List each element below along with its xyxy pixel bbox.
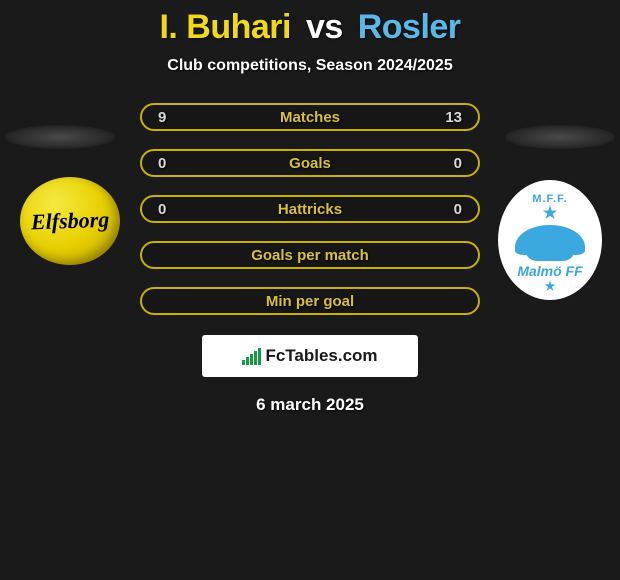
stat-label: Hattricks [178, 201, 442, 218]
stat-row-matches: 9 Matches 13 [140, 103, 480, 131]
team2-badge-name: Malmö FF [517, 263, 582, 279]
stat-right-value: 0 [442, 155, 462, 172]
stat-row-hattricks: 0 Hattricks 0 [140, 195, 480, 223]
stat-left-value: 0 [158, 201, 178, 218]
brand-bars-icon [242, 347, 261, 365]
stat-row-min-per-goal: Min per goal [140, 287, 480, 315]
team1-badge-label: Elfsborg [30, 207, 109, 236]
team2-star-icon: ★ [543, 203, 557, 223]
stat-label: Goals per match [178, 247, 442, 264]
stat-row-goals-per-match: Goals per match [140, 241, 480, 269]
player1-name: I. Buhari [159, 8, 291, 46]
player2-shadow [505, 125, 615, 149]
stat-row-goals: 0 Goals 0 [140, 149, 480, 177]
comparison-title: I. Buhari vs Rosler [0, 0, 620, 47]
stat-right-value: 0 [442, 201, 462, 218]
brand-text: FcTables.com [265, 346, 377, 366]
date: 6 march 2025 [0, 395, 620, 415]
stat-label: Matches [178, 109, 442, 126]
team1-badge: Elfsborg [20, 177, 120, 265]
player1-shadow [5, 125, 115, 149]
stat-left-value: 9 [158, 109, 178, 126]
brand-box: FcTables.com [202, 335, 418, 377]
team2-wave-icon [515, 225, 585, 255]
team2-badge: M.F.F. ★ Malmö FF ★ [498, 180, 602, 300]
subtitle: Club competitions, Season 2024/2025 [0, 57, 620, 75]
team2-bottom-star-icon: ★ [545, 279, 556, 293]
stat-left-value: 0 [158, 155, 178, 172]
stat-right-value: 13 [442, 109, 462, 126]
vs-label: vs [306, 8, 343, 46]
stat-label: Min per goal [178, 293, 442, 310]
player2-name: Rosler [358, 8, 461, 46]
stat-label: Goals [178, 155, 442, 172]
